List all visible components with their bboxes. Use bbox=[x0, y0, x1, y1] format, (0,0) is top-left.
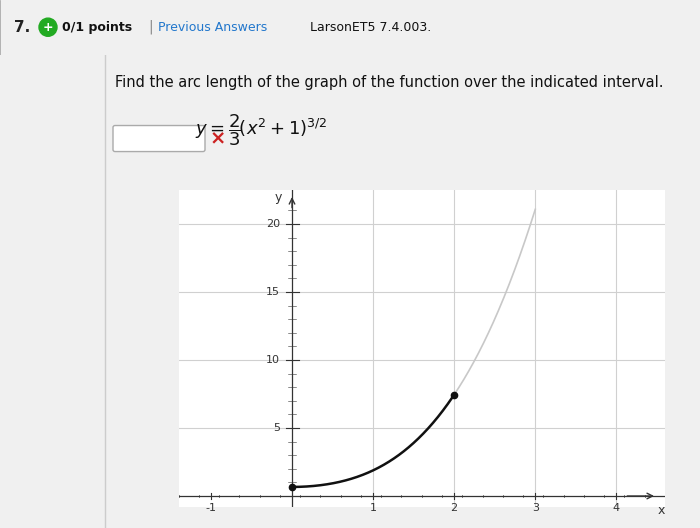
Text: 0/1 points: 0/1 points bbox=[62, 21, 132, 34]
Text: 3: 3 bbox=[532, 504, 539, 514]
Text: $y = \dfrac{2}{3}\!\left(x^2 + 1\right)^{3/2}$: $y = \dfrac{2}{3}\!\left(x^2 + 1\right)^… bbox=[195, 112, 328, 148]
Text: 2: 2 bbox=[451, 504, 458, 514]
Text: 20: 20 bbox=[266, 219, 280, 229]
Text: Find the arc length of the graph of the function over the indicated interval.: Find the arc length of the graph of the … bbox=[115, 76, 664, 90]
Text: 10: 10 bbox=[266, 355, 280, 365]
Text: +: + bbox=[43, 21, 53, 34]
Text: -1: -1 bbox=[205, 504, 216, 514]
Text: 4: 4 bbox=[612, 504, 620, 514]
Text: 7.: 7. bbox=[14, 20, 30, 35]
Text: x: x bbox=[657, 504, 664, 517]
Text: 1: 1 bbox=[370, 504, 377, 514]
Text: 15: 15 bbox=[266, 287, 280, 297]
Text: y: y bbox=[275, 192, 282, 204]
Circle shape bbox=[39, 18, 57, 36]
Text: ×: × bbox=[210, 129, 226, 148]
Text: LarsonET5 7.4.003.: LarsonET5 7.4.003. bbox=[310, 21, 431, 34]
FancyBboxPatch shape bbox=[113, 126, 205, 152]
Text: Previous Answers: Previous Answers bbox=[158, 21, 267, 34]
Text: 5: 5 bbox=[273, 423, 280, 433]
Text: |: | bbox=[148, 20, 153, 34]
